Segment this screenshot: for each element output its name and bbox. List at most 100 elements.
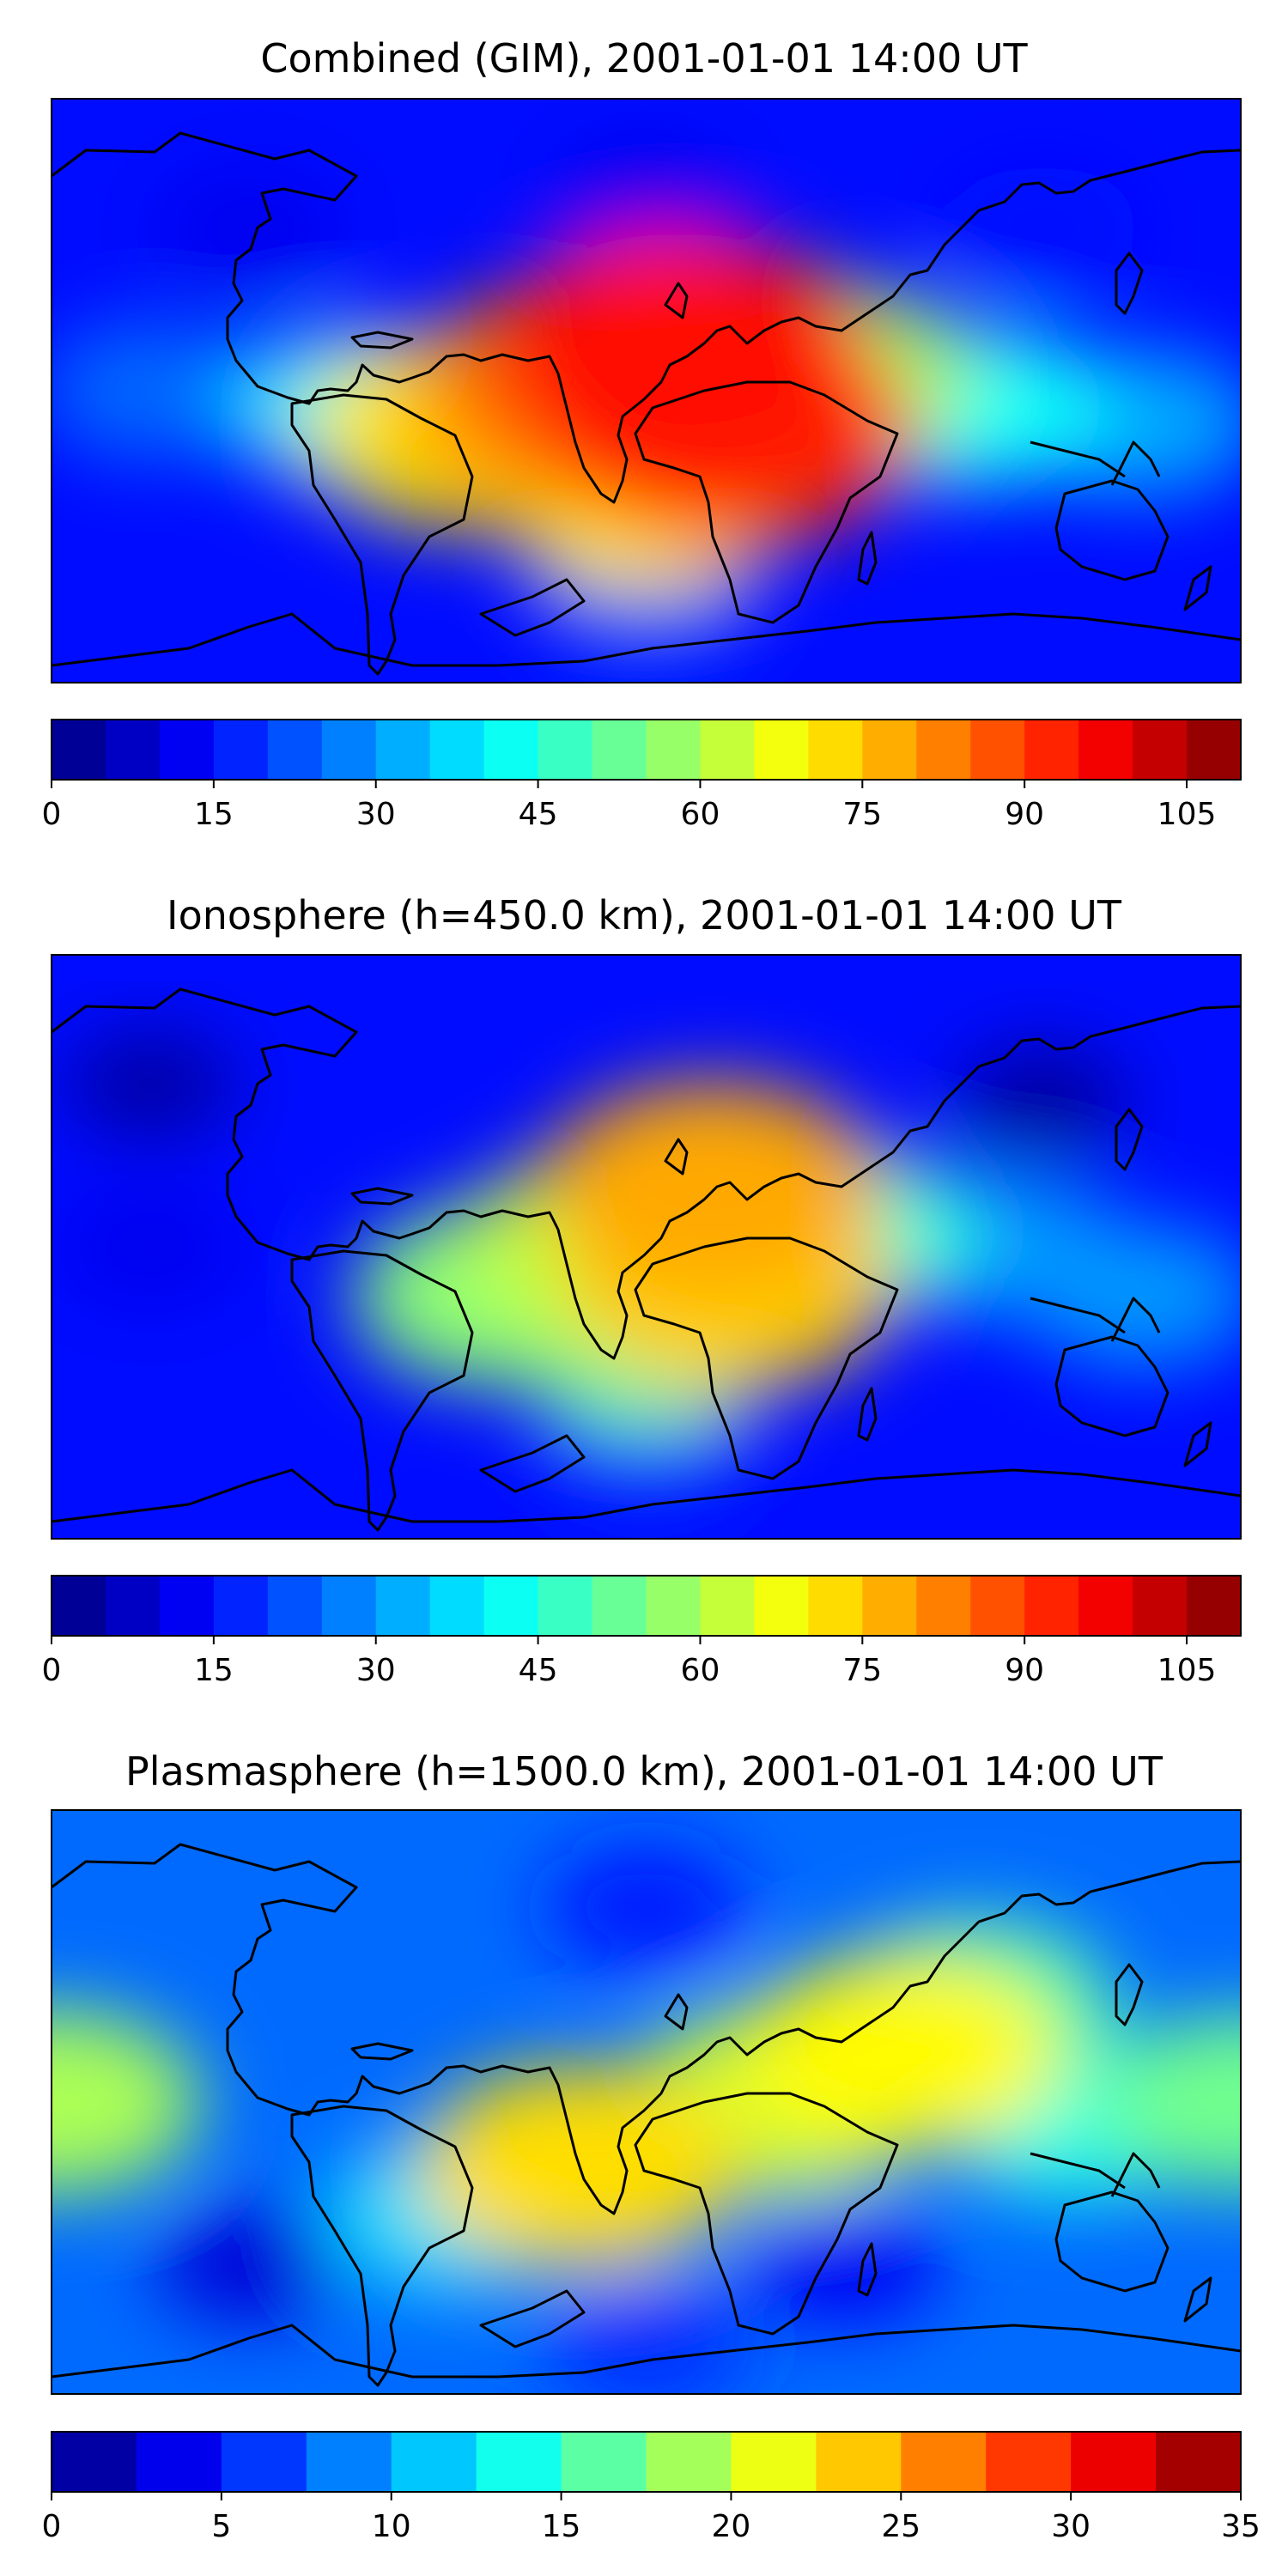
colorbar-tick-label: 105 [1157, 1653, 1217, 1688]
field-blob [64, 1030, 238, 1139]
colorbar-tick-label: 0 [42, 1653, 62, 1688]
colorbar-bin [476, 2432, 562, 2492]
colorbar-bin [970, 1576, 1025, 1636]
colorbar-bin [862, 1576, 917, 1636]
colorbar-tick-label: 25 [881, 2509, 920, 2544]
field-blob [957, 1047, 1129, 1155]
colorbar-tick-label: 105 [1157, 797, 1217, 832]
colorbar-0: 0 15 30 45 60 75 90 105 [42, 719, 1242, 832]
colorbar-bin [538, 720, 593, 780]
field-blob [747, 2203, 941, 2325]
colorbar-frame [51, 719, 1242, 781]
field-blob [740, 1953, 1061, 2154]
colorbar-bin [916, 1576, 971, 1636]
colorbar-bin [267, 720, 323, 780]
field-blob [156, 2206, 343, 2323]
chart-title-plasmasphere: Plasmasphere (h=1500.0 km), 2001-01-01 1… [125, 1748, 1163, 1795]
colorbar-bin [105, 1576, 161, 1636]
colorbar-bin [159, 720, 215, 780]
colorbar-bin [1133, 1576, 1188, 1636]
colorbar-bin [1078, 1576, 1133, 1636]
field-blob [52, 2008, 202, 2196]
colorbar-bin [213, 720, 269, 780]
colorbar-tick-label: 90 [1005, 1653, 1044, 1688]
field-blob [550, 136, 743, 257]
chart-title-combined: Combined (GIM), 2001-01-01 14:00 UT [260, 35, 1028, 82]
colorbar-bin [862, 720, 917, 780]
colorbar-tick-label: 5 [211, 2509, 231, 2544]
colorbar-bin [970, 720, 1025, 780]
chart-title-ionosphere: Ionosphere (h=450.0 km), 2001-01-01 14:0… [167, 892, 1121, 939]
colorbar-bin [483, 1576, 539, 1636]
colorbar-tick-label: 15 [542, 2509, 581, 2544]
colorbar-bin [221, 2432, 307, 2492]
colorbar-bin [700, 720, 756, 780]
colorbar-bin [213, 1576, 269, 1636]
colorbar-bin [1078, 720, 1133, 780]
colorbar-bin [646, 1576, 702, 1636]
colorbar-tick-label: 90 [1005, 797, 1044, 832]
colorbar-bin [1071, 2432, 1157, 2492]
field-blob [542, 1082, 883, 1295]
colorbar-bin [808, 720, 863, 780]
colorbar-1: 0 15 30 45 60 75 90 105 [42, 1575, 1242, 1688]
colorbar-bin [429, 1576, 485, 1636]
colorbar-tick-label: 20 [712, 2509, 751, 2544]
colorbar-bin [592, 1576, 647, 1636]
colorbar-bin [1187, 1576, 1242, 1636]
map-frame [51, 954, 1242, 1540]
colorbar-bin [986, 2432, 1072, 2492]
colorbar-bin [816, 2432, 902, 2492]
colorbar-tick-label: 10 [372, 2509, 411, 2544]
colorbar-tick-label: 45 [519, 1653, 558, 1688]
colorbar-tick-label: 60 [681, 1653, 720, 1688]
map-panel-0 [51, 98, 1242, 683]
colorbar-bin [321, 1576, 377, 1636]
colorbar-bin [916, 720, 971, 780]
colorbar-bin [321, 720, 377, 780]
colorbar-bin [538, 1576, 593, 1636]
colorbar-frame [51, 2431, 1242, 2493]
map-panel-2 [51, 1809, 1242, 2395]
colorbar-tick-label: 35 [1221, 2509, 1261, 2544]
colorbar-tick-label: 15 [194, 797, 234, 832]
colorbar-tick-label: 75 [842, 1653, 882, 1688]
colorbar-bin [646, 2432, 732, 2492]
colorbar-bin [754, 720, 809, 780]
colorbar-bin [1156, 2432, 1242, 2492]
map-panel-1 [51, 954, 1242, 1540]
colorbar-bin [731, 2432, 817, 2492]
colorbar-tick-label: 15 [194, 1653, 234, 1688]
field-blob [154, 168, 346, 289]
colorbar-tick-label: 45 [519, 797, 558, 832]
colorbar-bin [754, 1576, 809, 1636]
colorbar-bin [105, 720, 161, 780]
colorbar-frame [51, 1575, 1242, 1637]
field-blob [54, 1187, 247, 1307]
colorbar-bin [375, 720, 431, 780]
field-blob [489, 233, 869, 471]
colorbar-bin [136, 2432, 222, 2492]
colorbar-bin [1133, 720, 1188, 780]
colorbar-bin [52, 2432, 137, 2492]
colorbar-bin [700, 1576, 756, 1636]
field-blob [1025, 1223, 1241, 1369]
field-blob [1098, 2013, 1241, 2191]
colorbar-tick-label: 30 [1051, 2509, 1091, 2544]
colorbar-bin [483, 720, 539, 780]
colorbar-bin [1187, 720, 1242, 780]
field-blob [52, 321, 262, 460]
colorbar-bin [808, 1576, 863, 1636]
colorbar-bin [52, 720, 106, 780]
colorbar-tick-label: 0 [42, 797, 62, 832]
colorbar-tick-label: 75 [842, 797, 882, 832]
map-frame [51, 1809, 1242, 2395]
colorbar-bin [375, 1576, 431, 1636]
colorbar-bin [646, 720, 702, 780]
field-blob [545, 1844, 747, 1971]
map-frame [51, 98, 1242, 683]
colorbar-bin [901, 2432, 987, 2492]
colorbar-tick-label: 30 [356, 1653, 396, 1688]
colorbar-bin [306, 2432, 392, 2492]
